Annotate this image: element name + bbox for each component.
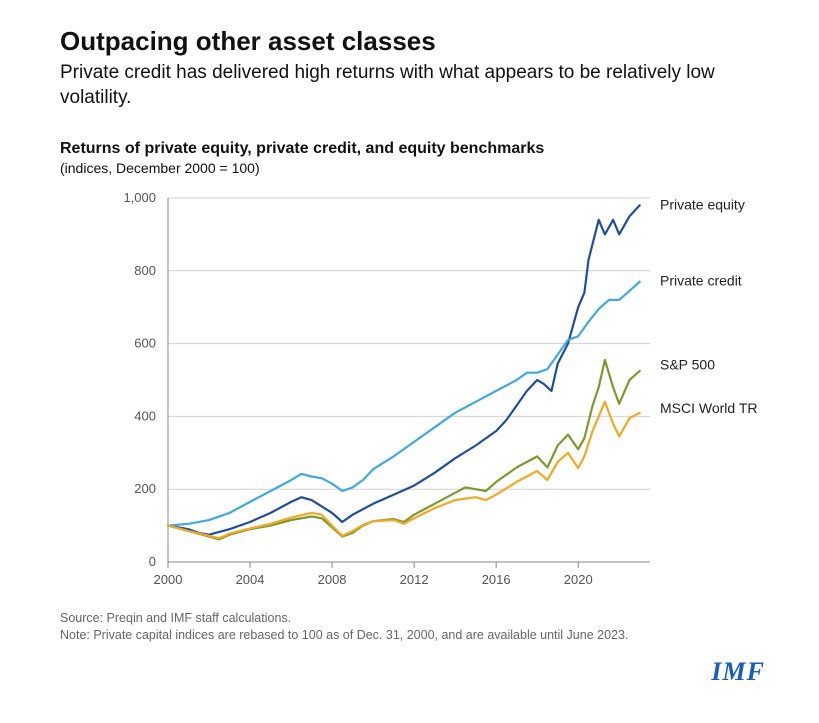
svg-text:2016: 2016: [482, 572, 511, 587]
chart-area: 0 200 400 600 800 1,000 2000 2004 2008 2012 2016 20…: [60, 182, 760, 602]
svg-text:200: 200: [134, 482, 156, 497]
note-text: Note: Private capital indices are rebase…: [60, 627, 680, 644]
svg-text:2008: 2008: [318, 572, 347, 587]
svg-text:2012: 2012: [400, 572, 429, 587]
line-chart: 0 200 400 600 800 1,000 2000 2004 2008 2012 2016 20…: [60, 182, 760, 602]
svg-text:S&P 500: S&P 500: [660, 357, 715, 373]
subheadline: Private credit has delivered high return…: [60, 61, 769, 110]
svg-text:MSCI World TR: MSCI World TR: [660, 400, 758, 416]
svg-text:0: 0: [149, 554, 156, 569]
source-text: Source: Preqin and IMF staff calculation…: [60, 610, 680, 627]
svg-text:Private credit: Private credit: [660, 273, 742, 289]
svg-text:2004: 2004: [236, 572, 265, 587]
chart-title: Returns of private equity, private credi…: [60, 140, 769, 158]
headline: Outpacing other asset classes: [60, 26, 769, 57]
svg-text:2000: 2000: [154, 572, 183, 587]
svg-text:Private equity: Private equity: [660, 197, 745, 213]
svg-text:1,000: 1,000: [123, 190, 156, 205]
svg-text:2020: 2020: [564, 572, 593, 587]
imf-logo: IMF: [711, 657, 765, 687]
chart-subtitle: (indices, December 2000 = 100): [60, 160, 769, 176]
svg-text:600: 600: [134, 336, 156, 351]
svg-text:400: 400: [134, 409, 156, 424]
svg-text:800: 800: [134, 263, 156, 278]
